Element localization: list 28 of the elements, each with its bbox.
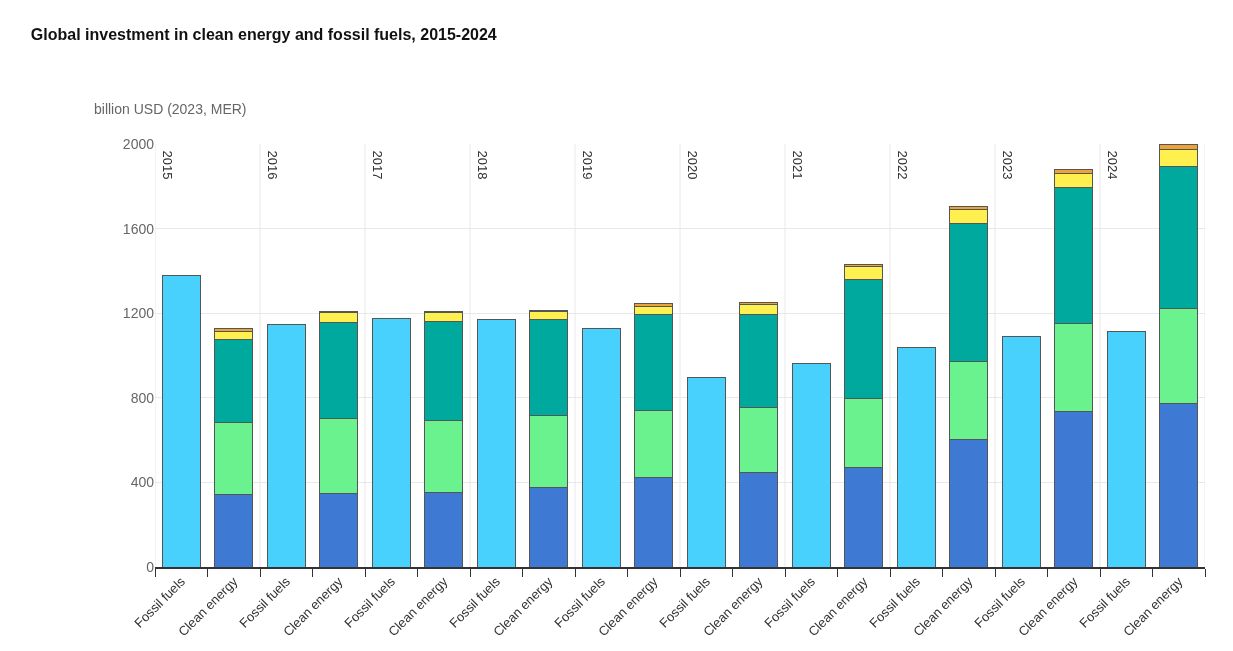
bar [266,324,306,567]
bar [1106,330,1146,567]
annotation: 2020 [684,150,700,180]
annotation: 2023 [999,150,1015,180]
y-tick-label: 400 [130,474,155,491]
bar [161,275,201,567]
annotation: 2017 [369,150,385,180]
bar [581,328,621,567]
annotation: 2022 [894,150,910,180]
bar [476,318,516,567]
bar [791,363,831,567]
annotation: 2019 [579,150,595,180]
y-tick-label: 0 [146,558,155,575]
y-tick-label: 2000 [122,135,155,152]
annotation: 2024 [1104,150,1120,180]
annotation: 2018 [474,150,490,180]
bar [371,317,411,567]
chart-title: Global investment in clean energy and fossil fuels, 2015-2024 [30,26,497,44]
annotation: 2016 [264,150,280,180]
bar [896,346,936,567]
y-tick-label: 1200 [122,305,155,322]
annotation: 2015 [159,150,175,180]
bar [686,377,726,567]
y-tick-label: 1600 [122,220,155,237]
y-axis-title: billion USD (2023, MER) [94,101,247,117]
y-tick-label: 800 [130,389,155,406]
bar [1001,336,1041,567]
annotation: 2021 [789,150,805,180]
